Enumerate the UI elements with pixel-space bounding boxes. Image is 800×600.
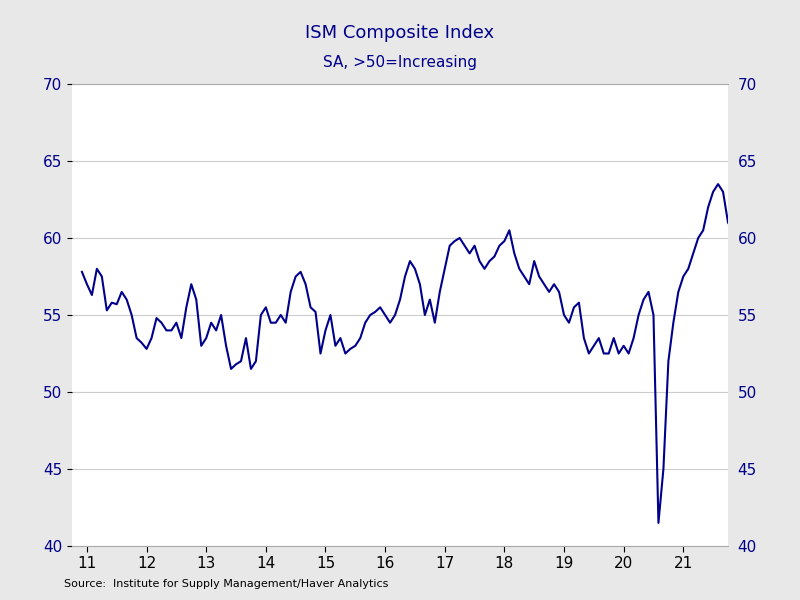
Text: SA, >50=Increasing: SA, >50=Increasing	[323, 55, 477, 70]
Text: Source:  Institute for Supply Management/Haver Analytics: Source: Institute for Supply Management/…	[64, 579, 388, 589]
Text: ISM Composite Index: ISM Composite Index	[306, 24, 494, 42]
